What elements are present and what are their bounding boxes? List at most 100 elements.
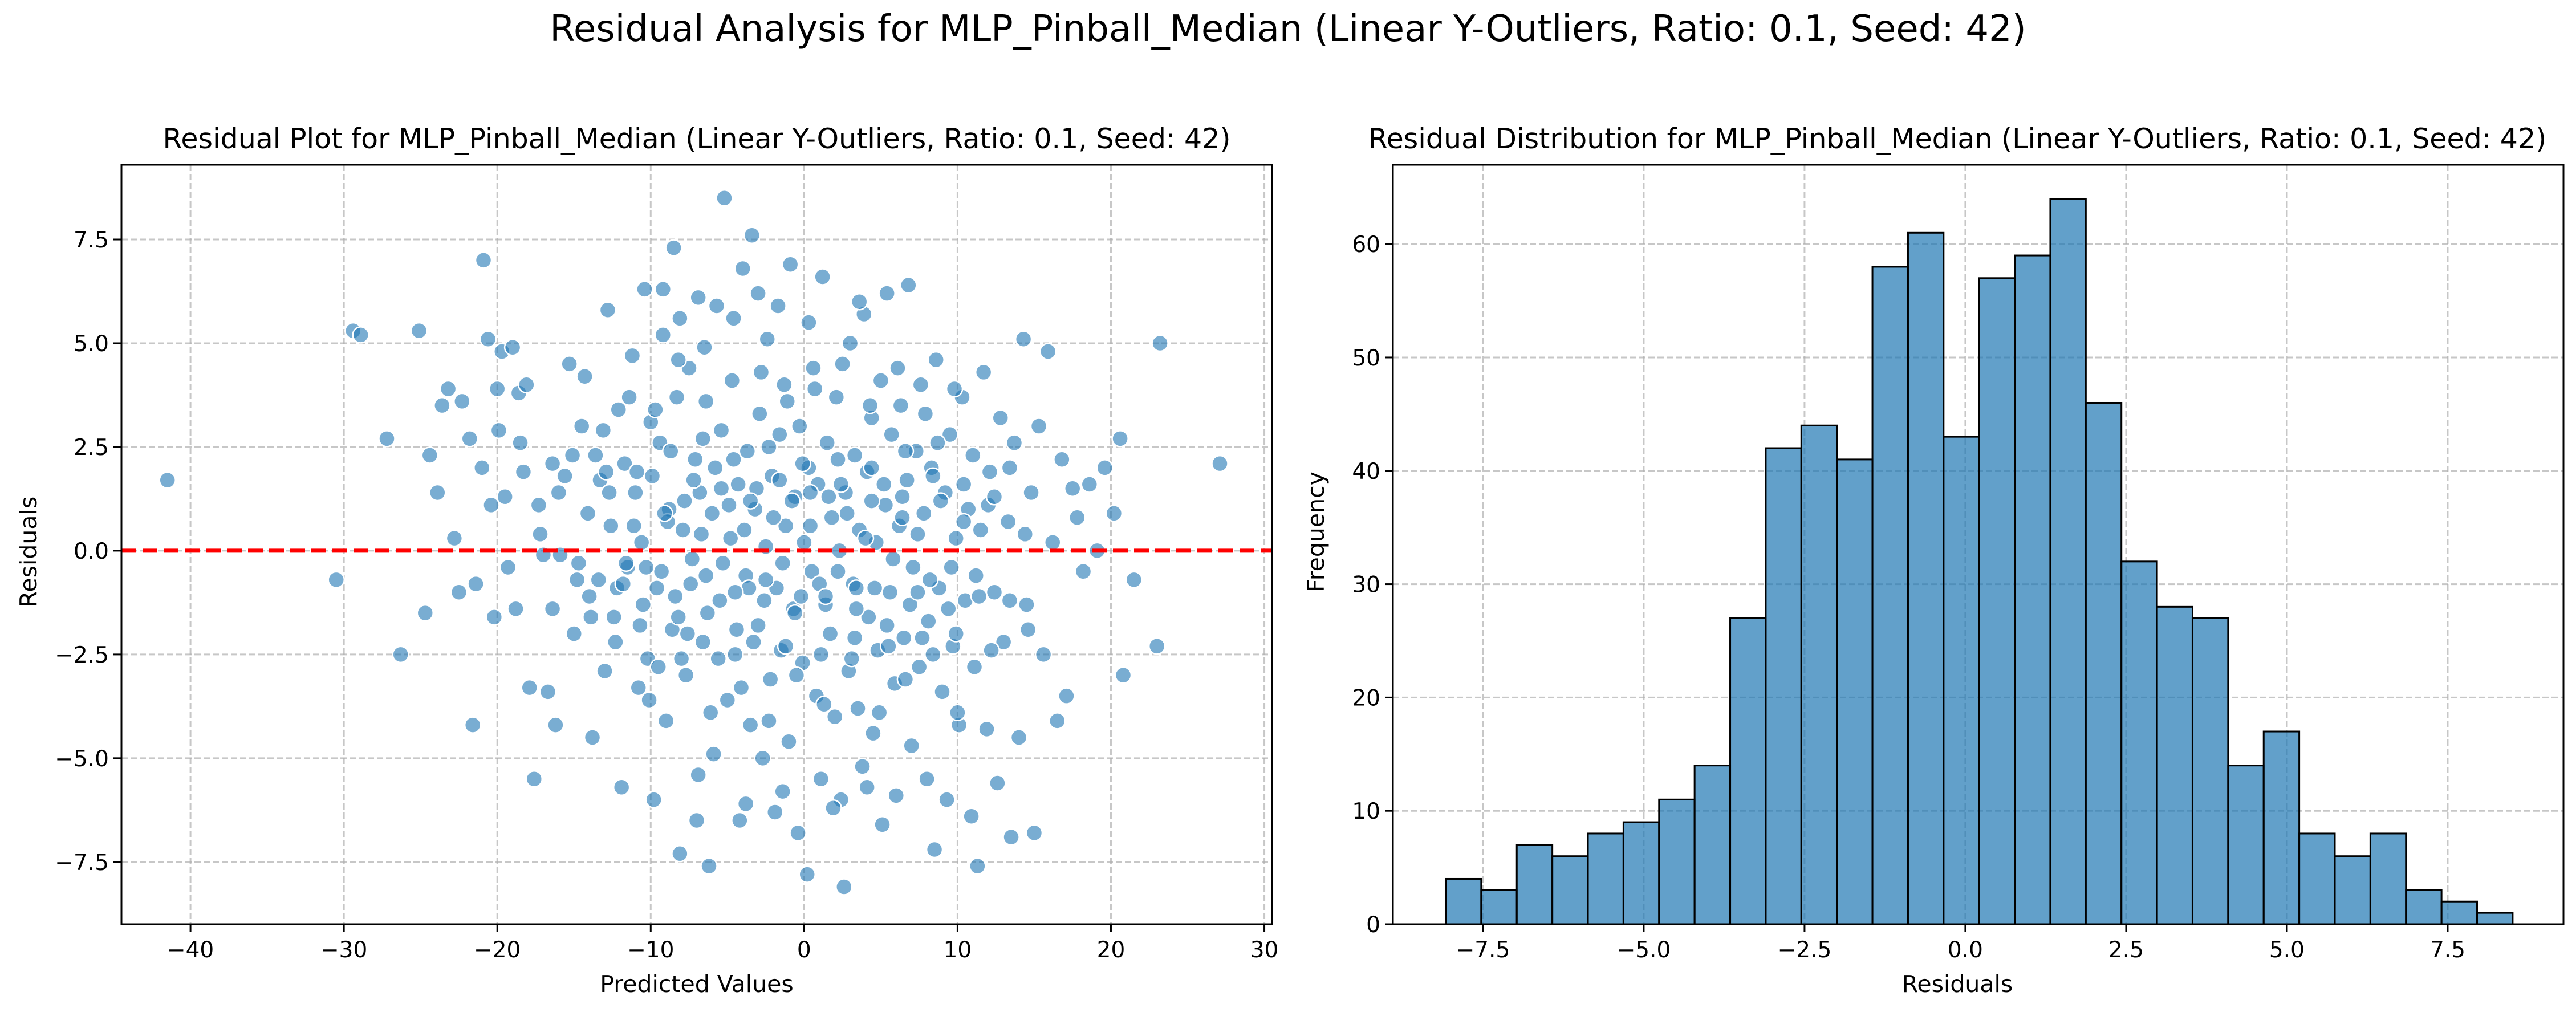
scatter-point [893, 488, 911, 506]
scatter-x-tick-label: 0 [797, 937, 811, 963]
scatter-point [783, 492, 801, 510]
scatter-point [760, 438, 778, 456]
scatter-point [895, 629, 913, 647]
scatter-point [445, 529, 464, 547]
scatter-point [583, 729, 602, 746]
scatter-point [924, 645, 942, 664]
scatter-point [863, 459, 880, 477]
scatter-point [689, 766, 707, 784]
scatter-point [392, 645, 409, 664]
scatter-y-tick-label: 2.5 [74, 435, 109, 461]
histogram-y-tick-label: 60 [1352, 232, 1380, 258]
scatter-point [634, 596, 652, 613]
scatter-point [587, 446, 604, 464]
scatter-point [485, 608, 503, 626]
scatter-point [708, 297, 726, 315]
scatter-point [1018, 596, 1035, 613]
scatter-point [896, 442, 915, 460]
scatter-point [761, 670, 779, 688]
scatter-point [1002, 828, 1020, 846]
histogram-bar [1943, 436, 1980, 925]
scatter-point [875, 475, 893, 493]
scatter-point [602, 517, 620, 535]
scatter-point [924, 467, 942, 485]
scatter-point [464, 716, 482, 734]
scatter-point [880, 637, 897, 655]
scatter-point [482, 496, 500, 514]
scatter-points [159, 189, 1229, 896]
scatter-point [726, 583, 744, 601]
scatter-point [657, 712, 675, 730]
scatter-point [1019, 620, 1037, 639]
scatter-point [672, 649, 690, 668]
scatter-point [829, 450, 847, 469]
scatter-point [929, 434, 946, 452]
scatter-point [496, 488, 514, 506]
scatter-point [994, 633, 1013, 651]
scatter-point [576, 367, 594, 385]
scatter-point [945, 380, 964, 398]
histogram-bar [2227, 765, 2265, 925]
scatter-point [530, 496, 548, 514]
scatter-point [685, 471, 702, 489]
scatter-point [1014, 330, 1033, 348]
scatter-point [511, 434, 529, 452]
scatter-point [721, 529, 740, 547]
scatter-point [572, 417, 591, 435]
scatter-point [467, 575, 485, 593]
residual-histogram: Residual Distribution for MLP_Pinball_Me… [1302, 123, 2565, 998]
scatter-point [1148, 637, 1166, 655]
scatter-point [706, 459, 724, 477]
scatter-point [652, 563, 671, 580]
scatter-point [416, 604, 434, 622]
scatter-point [1125, 571, 1143, 589]
scatter-point [676, 492, 693, 510]
scatter-point [461, 430, 479, 448]
scatter-point [920, 612, 937, 630]
scatter-point [933, 683, 951, 701]
scatter-point [1022, 483, 1040, 502]
scatter-point [617, 554, 635, 572]
scatter-point [942, 558, 960, 576]
histogram-y-tick-label: 30 [1352, 572, 1380, 598]
histogram-bar [1836, 458, 1874, 925]
scatter-point [846, 446, 864, 464]
scatter-x-tick-label: 20 [1097, 937, 1126, 963]
scatter-point [896, 670, 915, 688]
scatter-point [647, 401, 664, 418]
scatter-point [766, 803, 784, 821]
scatter-point [856, 529, 875, 547]
scatter-point [712, 479, 730, 497]
scatter-point [703, 505, 721, 522]
histogram-bars [1444, 198, 2514, 925]
scatter-point [565, 625, 583, 643]
scatter-point [701, 704, 720, 722]
scatter-point [378, 430, 396, 448]
scatter-point [616, 454, 633, 473]
scatter-point [654, 326, 672, 344]
scatter-point [628, 463, 646, 481]
scatter-point [668, 388, 686, 406]
scatter-point [898, 471, 916, 489]
scatter-point [893, 509, 911, 526]
scatter-point [654, 281, 672, 298]
scatter-point [992, 409, 1010, 427]
scatter-point [488, 380, 506, 398]
scatter-point [563, 446, 582, 464]
scatter-point [720, 496, 738, 514]
scatter-point [846, 629, 864, 647]
scatter-point [771, 425, 789, 444]
scatter-point [623, 347, 641, 365]
scatter-point [667, 587, 684, 605]
scatter-title: Residual Plot for MLP_Pinball_Median (Li… [162, 123, 1230, 155]
scatter-point [769, 297, 787, 315]
scatter-point [954, 475, 973, 493]
scatter-point [904, 558, 922, 576]
scatter-point [999, 513, 1017, 531]
scatter-point [712, 421, 730, 440]
scatter-point [640, 691, 658, 709]
scatter-point [758, 330, 777, 348]
scatter-point [1080, 475, 1099, 493]
scatter-axes-frame [120, 164, 1273, 925]
scatter-point [645, 791, 663, 808]
